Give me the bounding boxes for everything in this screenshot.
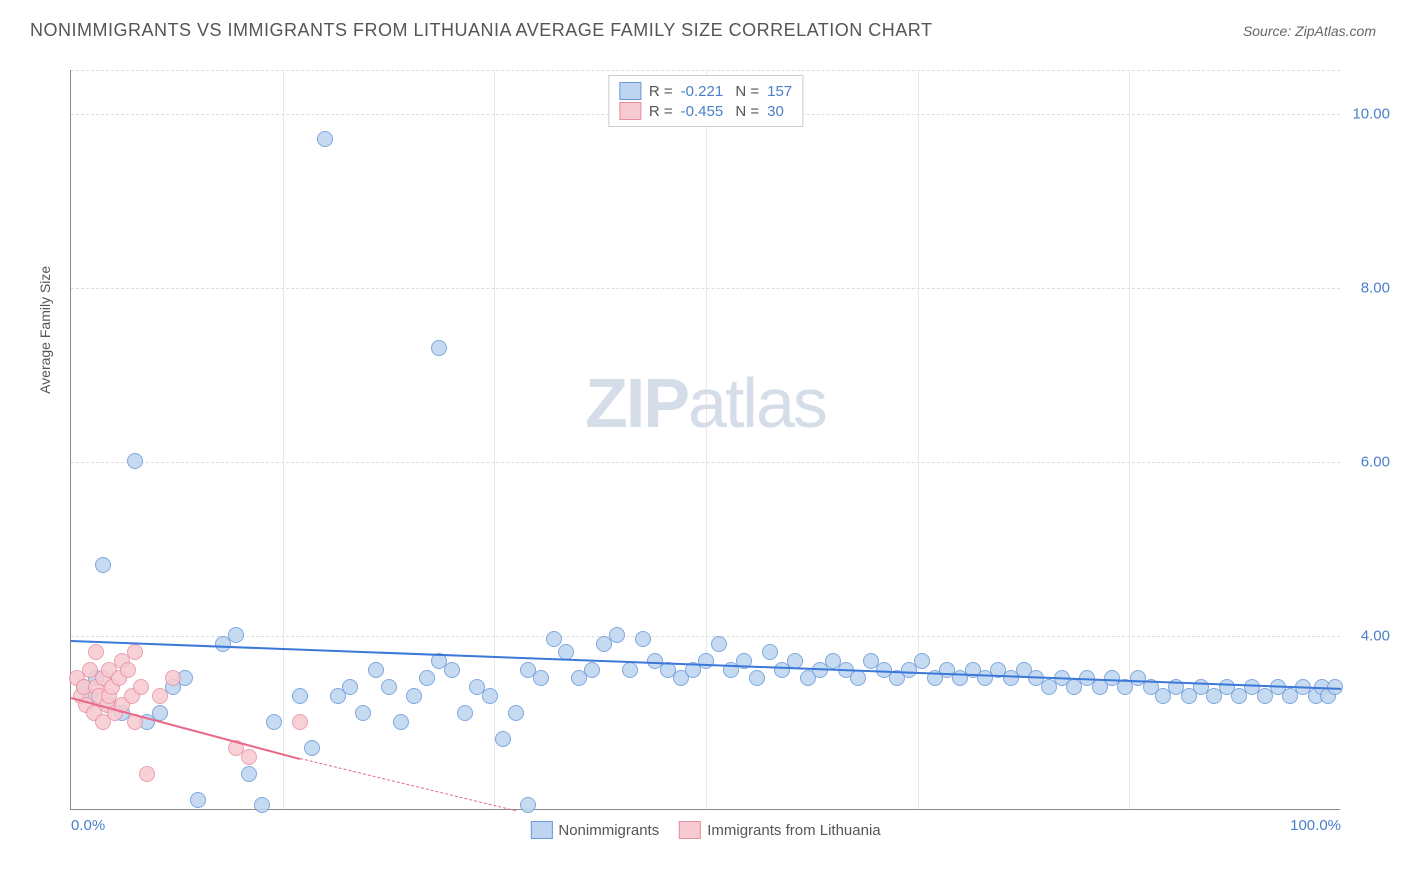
scatter-point-nonimmigrants xyxy=(342,679,358,695)
scatter-point-nonimmigrants xyxy=(95,557,111,573)
scatter-point-nonimmigrants xyxy=(431,340,447,356)
scatter-point-nonimmigrants xyxy=(393,714,409,730)
chart-header: NONIMMIGRANTS VS IMMIGRANTS FROM LITHUAN… xyxy=(0,0,1406,51)
legend-label: Nonimmigrants xyxy=(558,822,659,839)
x-tick-label: 0.0% xyxy=(71,817,105,834)
scatter-point-nonimmigrants xyxy=(381,679,397,695)
legend-n-value-1: 157 xyxy=(767,83,792,100)
trend-line-immigrants-extrapolated xyxy=(299,758,515,811)
scatter-point-nonimmigrants xyxy=(304,740,320,756)
scatter-point-nonimmigrants xyxy=(482,688,498,704)
scatter-point-nonimmigrants xyxy=(127,453,143,469)
scatter-point-immigrants xyxy=(165,670,181,686)
plot-area: ZIPatlas R = -0.221 N = 157 R = -0.455 N… xyxy=(70,70,1340,810)
scatter-point-nonimmigrants xyxy=(749,670,765,686)
y-tick-label: 8.00 xyxy=(1345,279,1390,296)
watermark-zip: ZIP xyxy=(585,364,688,442)
legend-label: Immigrants from Lithuania xyxy=(707,822,880,839)
gridline-vertical xyxy=(1129,70,1130,809)
legend-swatch-pink xyxy=(679,821,701,839)
legend-item-immigrants: Immigrants from Lithuania xyxy=(679,821,880,839)
y-axis-label: Average Family Size xyxy=(37,266,53,394)
correlation-legend: R = -0.221 N = 157 R = -0.455 N = 30 xyxy=(608,75,803,127)
scatter-point-nonimmigrants xyxy=(711,636,727,652)
scatter-point-nonimmigrants xyxy=(419,670,435,686)
y-tick-label: 10.00 xyxy=(1345,105,1390,122)
scatter-point-nonimmigrants xyxy=(457,705,473,721)
legend-swatch-blue xyxy=(530,821,552,839)
scatter-point-immigrants xyxy=(127,644,143,660)
scatter-point-nonimmigrants xyxy=(444,662,460,678)
source-attribution: Source: ZipAtlas.com xyxy=(1243,23,1376,39)
scatter-point-immigrants xyxy=(292,714,308,730)
scatter-point-nonimmigrants xyxy=(190,792,206,808)
y-tick-label: 4.00 xyxy=(1345,627,1390,644)
legend-n-value-2: 30 xyxy=(767,103,784,120)
scatter-point-immigrants xyxy=(120,662,136,678)
scatter-point-nonimmigrants xyxy=(546,631,562,647)
scatter-point-nonimmigrants xyxy=(292,688,308,704)
scatter-point-nonimmigrants xyxy=(520,797,536,813)
scatter-point-nonimmigrants xyxy=(584,662,600,678)
legend-r-value-2: -0.455 xyxy=(681,103,724,120)
scatter-point-nonimmigrants xyxy=(266,714,282,730)
scatter-point-nonimmigrants xyxy=(698,653,714,669)
scatter-point-nonimmigrants xyxy=(254,797,270,813)
series-legend: Nonimmigrants Immigrants from Lithuania xyxy=(530,821,880,839)
scatter-point-immigrants xyxy=(152,688,168,704)
legend-swatch-pink xyxy=(619,102,641,120)
legend-row-nonimmigrants: R = -0.221 N = 157 xyxy=(619,82,792,100)
legend-row-immigrants: R = -0.455 N = 30 xyxy=(619,102,792,120)
scatter-point-nonimmigrants xyxy=(850,670,866,686)
scatter-point-nonimmigrants xyxy=(508,705,524,721)
scatter-point-nonimmigrants xyxy=(228,627,244,643)
chart-title: NONIMMIGRANTS VS IMMIGRANTS FROM LITHUAN… xyxy=(30,20,932,41)
scatter-point-immigrants xyxy=(133,679,149,695)
chart-container: Average Family Size ZIPatlas R = -0.221 … xyxy=(50,60,1360,840)
scatter-point-nonimmigrants xyxy=(635,631,651,647)
legend-r-value-1: -0.221 xyxy=(681,83,724,100)
gridline-vertical xyxy=(283,70,284,809)
scatter-point-nonimmigrants xyxy=(368,662,384,678)
gridline-vertical xyxy=(706,70,707,809)
scatter-point-nonimmigrants xyxy=(241,766,257,782)
scatter-point-immigrants xyxy=(88,644,104,660)
scatter-point-immigrants xyxy=(139,766,155,782)
scatter-point-immigrants xyxy=(241,749,257,765)
gridline-vertical xyxy=(918,70,919,809)
scatter-point-nonimmigrants xyxy=(317,131,333,147)
scatter-point-nonimmigrants xyxy=(609,627,625,643)
legend-r-label: R = xyxy=(649,103,673,120)
scatter-point-nonimmigrants xyxy=(406,688,422,704)
legend-swatch-blue xyxy=(619,82,641,100)
scatter-point-nonimmigrants xyxy=(622,662,638,678)
scatter-point-nonimmigrants xyxy=(495,731,511,747)
scatter-point-nonimmigrants xyxy=(355,705,371,721)
legend-item-nonimmigrants: Nonimmigrants xyxy=(530,821,659,839)
legend-r-label: R = xyxy=(649,83,673,100)
y-tick-label: 6.00 xyxy=(1345,453,1390,470)
legend-n-label: N = xyxy=(731,103,759,120)
scatter-point-nonimmigrants xyxy=(762,644,778,660)
scatter-point-nonimmigrants xyxy=(533,670,549,686)
scatter-point-nonimmigrants xyxy=(914,653,930,669)
legend-n-label: N = xyxy=(731,83,759,100)
watermark-atlas: atlas xyxy=(688,364,826,442)
x-tick-label: 100.0% xyxy=(1290,817,1341,834)
